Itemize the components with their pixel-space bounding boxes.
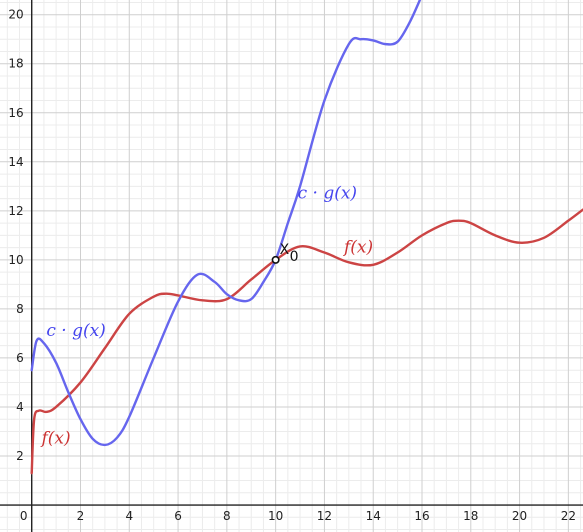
y-tick-label: 18 [8, 57, 23, 71]
curve-label: c · g(x) [46, 321, 105, 341]
y-tick-label: 2 [16, 449, 24, 463]
x-tick-label: 16 [414, 509, 429, 523]
curve-label: f(x) [39, 429, 70, 449]
curve-label: c · g(x) [298, 184, 357, 204]
y-tick-label: 20 [8, 8, 23, 22]
x-tick-label: 20 [512, 509, 527, 523]
y-tick-label: 12 [8, 204, 23, 218]
x-tick-label: 10 [268, 509, 283, 523]
y-tick-label: 16 [8, 106, 23, 120]
y-tick-label: 4 [16, 400, 24, 414]
x-tick-label: 2 [77, 509, 85, 523]
curve-label: f(x) [342, 238, 373, 258]
x-tick-label: 22 [561, 509, 576, 523]
x-tick-label: 0 [20, 509, 28, 523]
cg-curve [30, 0, 422, 447]
x-tick-label: 4 [125, 509, 133, 523]
y-tick-label: 8 [16, 302, 24, 316]
y-tick-label: 14 [8, 155, 23, 169]
f-curve [30, 208, 583, 475]
point-label: X [280, 242, 290, 258]
x-tick-label: 6 [174, 509, 182, 523]
x-tick-label: 12 [317, 509, 332, 523]
point-marker [271, 255, 280, 264]
y-tick-label: 6 [16, 351, 24, 365]
curves [30, 0, 583, 475]
y-tick-label: 10 [8, 253, 23, 267]
x-tick-label: 14 [366, 509, 381, 523]
x-tick-label: 18 [463, 509, 478, 523]
point-subscript: 0 [290, 249, 299, 265]
x-tick-label: 8 [223, 509, 231, 523]
curve-labels: c · g(x) c · g(x) f(x) f(x) [39, 184, 373, 449]
